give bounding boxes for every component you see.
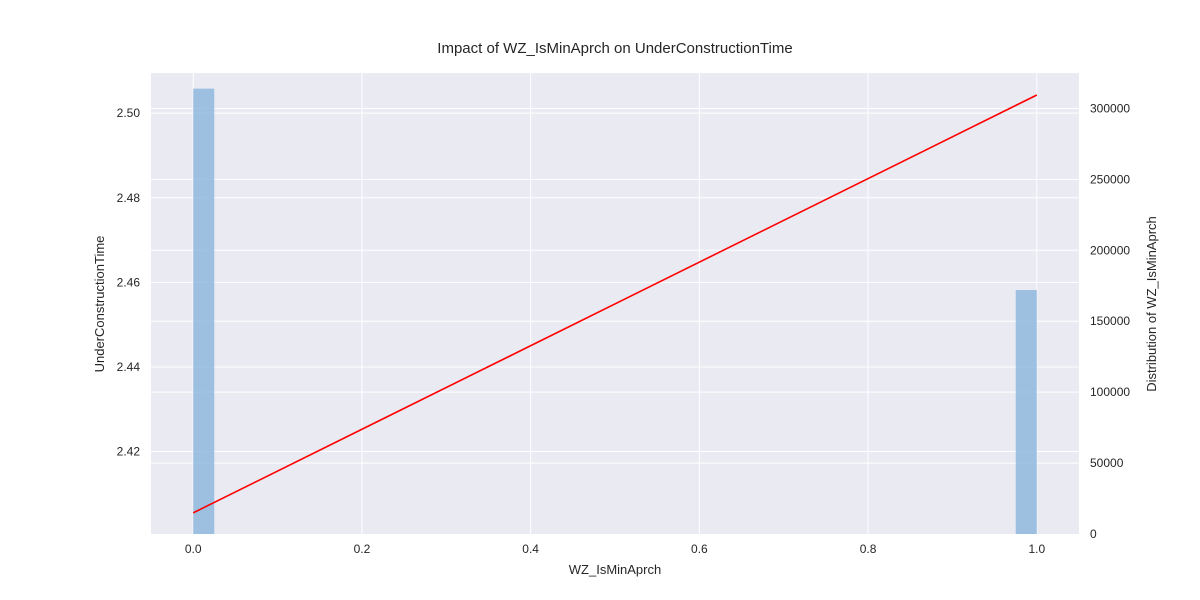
chart-title: Impact of WZ_IsMinAprch on UnderConstruc… <box>437 40 792 57</box>
y-left-tick-label: 2.44 <box>117 360 141 374</box>
y-right-tick-label: 150000 <box>1090 314 1130 328</box>
y-right-tick-label: 250000 <box>1090 172 1130 186</box>
x-tick-label: 1.0 <box>1028 542 1045 556</box>
x-tick-label: 0.2 <box>354 542 371 556</box>
histogram-bars <box>193 88 1037 534</box>
x-tick-label: 0.4 <box>522 542 539 556</box>
y-left-tick-label: 2.48 <box>117 191 141 205</box>
histogram-bar <box>1015 290 1037 534</box>
x-axis-ticks: 0.0 0.2 0.4 0.6 0.8 1.0 <box>185 542 1046 556</box>
y-right-axis-label: Distribution of WZ_IsMinAprch <box>1144 216 1159 392</box>
y-right-tick-label: 300000 <box>1090 101 1130 115</box>
grid <box>151 73 1079 534</box>
line-series <box>192 94 1038 514</box>
x-tick-label: 0.8 <box>860 542 877 556</box>
y-left-tick-label: 2.50 <box>117 106 141 120</box>
x-tick-label: 0.0 <box>185 542 202 556</box>
y-right-tick-label: 0 <box>1090 527 1097 541</box>
y-left-axis-ticks: 2.42 2.44 2.46 2.48 2.50 <box>117 106 141 458</box>
y-right-tick-label: 100000 <box>1090 385 1130 399</box>
y-right-axis-ticks: 0 50000 100000 150000 200000 250000 300000 <box>1090 101 1130 541</box>
y-left-tick-label: 2.42 <box>117 445 141 459</box>
y-right-tick-label: 50000 <box>1090 456 1124 470</box>
x-tick-label: 0.6 <box>691 542 708 556</box>
series-line <box>192 94 1038 514</box>
x-axis-label: WZ_IsMinAprch <box>569 562 661 577</box>
histogram-bar <box>193 88 215 534</box>
y-right-tick-label: 200000 <box>1090 243 1130 257</box>
y-left-axis-label: UnderConstructionTime <box>92 236 107 373</box>
y-left-tick-label: 2.46 <box>117 275 141 289</box>
